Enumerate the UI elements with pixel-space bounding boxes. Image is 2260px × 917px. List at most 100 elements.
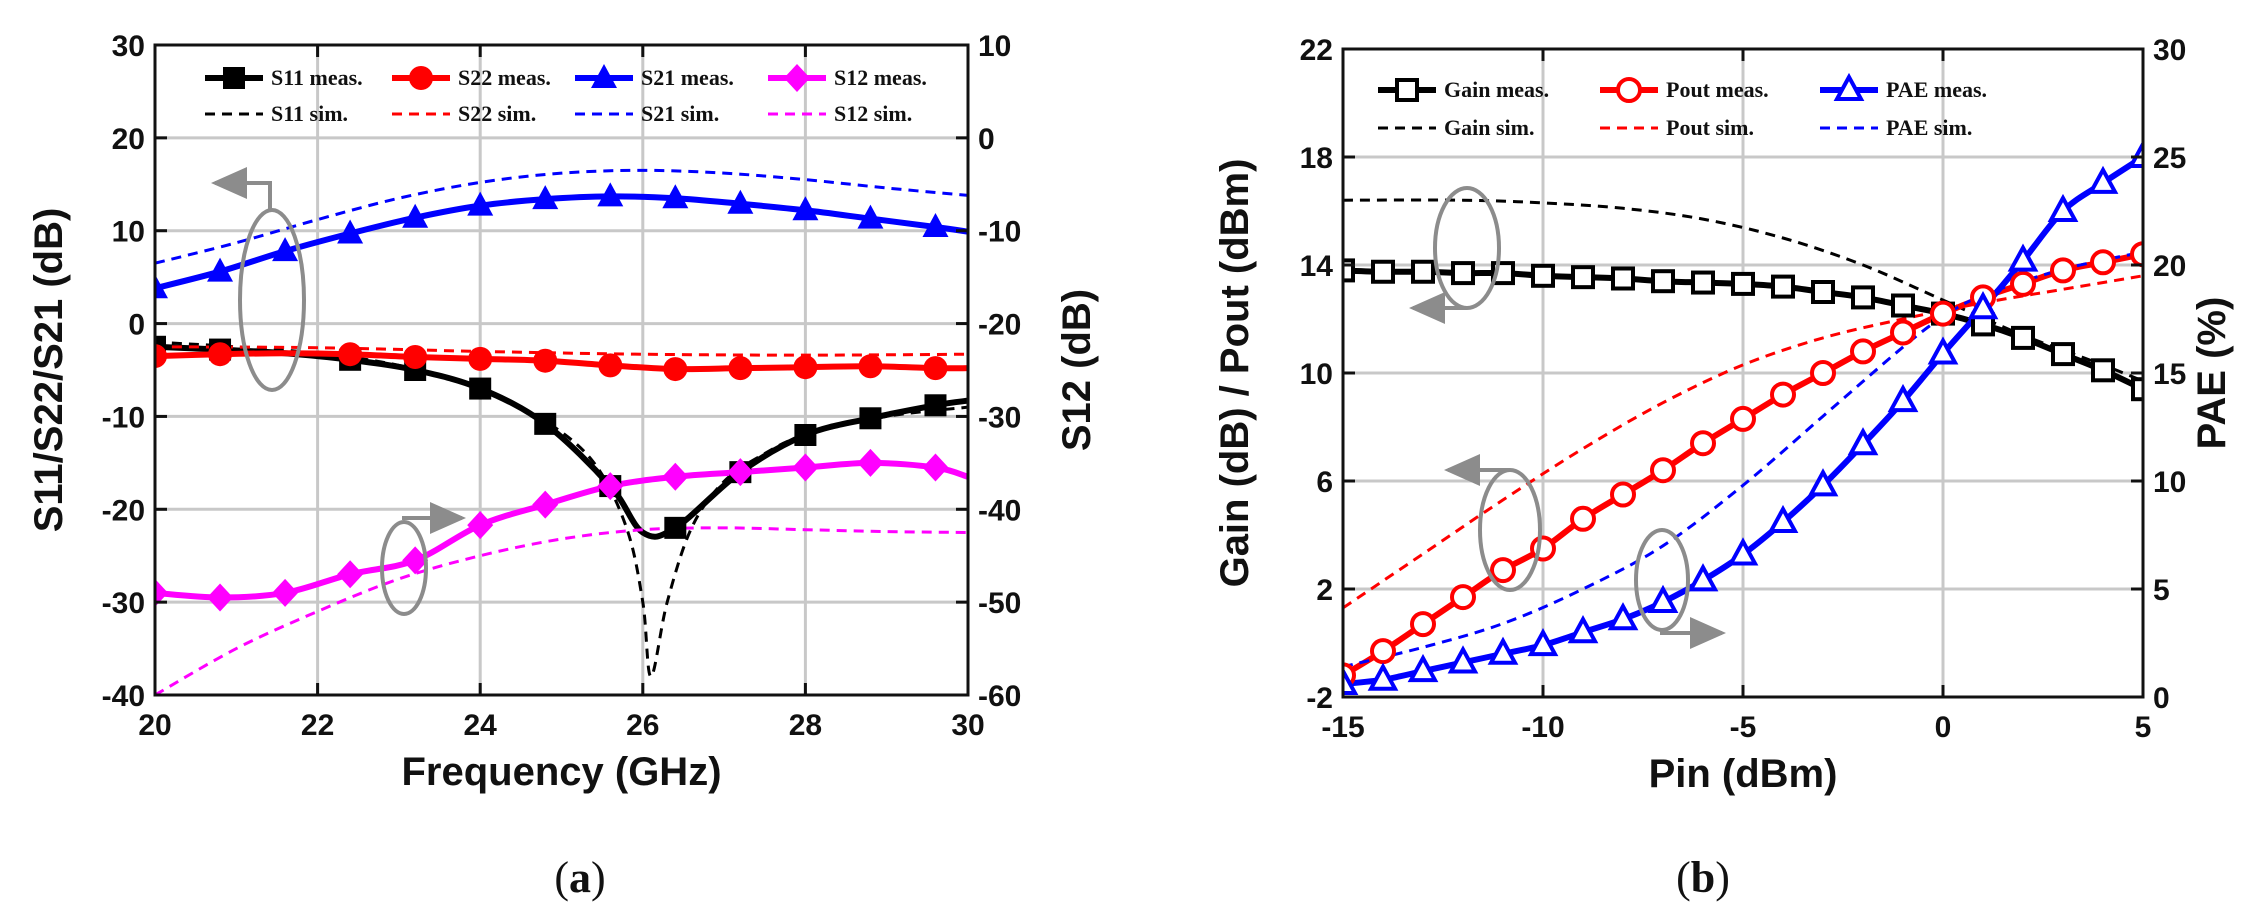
chart-a-series-s12-meas-point — [402, 546, 429, 575]
chart-b-series-pae-meas-point — [1607, 602, 1639, 631]
chart-a-x-tick-label: 22 — [301, 709, 334, 742]
chart-a-y2-tick-label: -60 — [978, 680, 1021, 713]
pae-right-arrow — [1660, 617, 1726, 649]
chart-a-series-s22-meas-point — [208, 342, 233, 367]
chart-a-series-s12-meas-point — [662, 462, 689, 491]
chart-b-series-gain-meas-point — [1411, 259, 1435, 284]
chart-a-series-s11-meas-point — [859, 407, 882, 430]
chart-b-legend-pae-sim-label: PAE sim. — [1886, 115, 1972, 140]
chart-b-series-pae-meas-point — [1687, 563, 1719, 592]
chart-a-plot-area — [155, 168, 968, 695]
chart-b-series-pae-meas-point — [1767, 504, 1799, 534]
chart-b-series-gain-meas-point — [2051, 342, 2075, 367]
chart-b-series-pae-meas-point — [1927, 336, 1959, 365]
chart-b-y-tick-label: 10 — [1300, 358, 1333, 391]
chart-b-series-pae-meas-point — [1367, 662, 1399, 691]
chart-b-series-pout-meas-point — [1570, 505, 1596, 532]
chart-b-series-pae-meas-point — [1887, 383, 1919, 413]
chart-b-series-pae-meas-point — [1807, 468, 1839, 497]
annotation-arrows — [211, 167, 1726, 649]
chart-b-series-pout-meas-point — [1690, 430, 1716, 457]
chart-a-series-s22-meas-line — [155, 350, 968, 373]
chart-a-series-s21-meas-point — [922, 213, 949, 237]
chart-b-y-tick-label: -2 — [1306, 682, 1333, 715]
chart-b-legend-pae-meas-label: PAE meas. — [1886, 77, 1987, 102]
chart-b-series-pout-meas-point — [1650, 457, 1676, 484]
chart-b-series-gain-meas-point — [1731, 271, 1755, 296]
chart-b-series-pout-meas-point — [2130, 241, 2143, 268]
chart-a-y-tick-label: 30 — [112, 30, 145, 63]
chart-b-series-gain-meas-point — [1811, 280, 1835, 304]
chart-b-legend-gain-sim-label: Gain sim. — [1444, 115, 1534, 140]
chart-a-legend-s22-sim-label: S22 sim. — [458, 101, 536, 126]
chart-b-x-tick-label: 5 — [2135, 711, 2152, 744]
chart-a-series-s22-meas-point — [533, 348, 558, 373]
chart-b-series-pout-meas-point — [1770, 381, 1796, 408]
chart-b-series-pout-meas-point — [1410, 611, 1436, 638]
chart-a-series-s22-meas-point — [403, 345, 428, 369]
chart-b-series-pout-meas-point — [1370, 638, 1396, 665]
chart-b-series-pae-meas-point — [1967, 291, 1999, 320]
chart-a-series-s11-meas-point — [924, 394, 947, 417]
chart-b-series-pout-sim-line — [1343, 274, 2143, 610]
chart-b-series-pout-meas-point — [2010, 270, 2036, 297]
chart-b-series-pout-meas-point — [1610, 481, 1636, 508]
chart-b-series-gain-meas-point — [1691, 270, 1715, 295]
chart-a-y-tick-label: 0 — [128, 309, 145, 342]
chart-b-series-pout-meas-point — [2050, 257, 2076, 284]
chart-a-x-tick-label: 24 — [464, 709, 498, 742]
chart-a-series-s11-meas-point — [664, 516, 687, 539]
chart-a-legend-s21-meas-label: S21 meas. — [641, 65, 734, 90]
chart-a-y-tick-label: -20 — [102, 494, 145, 527]
chart-b-series-pout-meas-point — [1450, 584, 1476, 611]
chart-b-series-pae-sim-line — [1343, 250, 2143, 669]
chart-b-series-gain-meas-point — [1371, 259, 1395, 284]
chart-a-series-s22-meas-point — [728, 356, 753, 381]
chart-a-x-tick-label: 30 — [951, 709, 984, 742]
chart-a-y-tick-label: -30 — [102, 587, 145, 620]
chart-a-series-s22-meas-point — [598, 353, 623, 378]
chart-b-series-pout-meas-point — [2090, 249, 2116, 276]
caption-a: (a) — [554, 853, 605, 902]
chart-b-y-tick-label: 18 — [1300, 142, 1333, 175]
chart-a-legend-s12-meas-label: S12 meas. — [834, 65, 927, 90]
chart-b-grid — [1343, 49, 2143, 697]
chart-b-series-pae-meas-point — [1727, 537, 1759, 566]
chart-b-series-pae-meas-point — [2127, 139, 2143, 168]
chart-a-legend: S11 meas. S22 meas. S21 meas. S12 meas. S11 … — [205, 64, 927, 126]
chart-a-series-s21-meas-point — [662, 184, 689, 209]
chart-a-y-tick-label: -10 — [102, 401, 145, 434]
chart-a-legend-s11-meas-label: S11 meas. — [271, 65, 363, 90]
chart-a-x-tick-label: 26 — [626, 709, 659, 742]
chart-a-series-s22-meas-point — [155, 344, 167, 369]
chart-a-grid — [155, 45, 968, 695]
chart-a-series-s21-meas-point — [857, 204, 884, 229]
chart-b-legend-pae-meas-marker — [1833, 72, 1865, 101]
chart-b-x-tick-label: -10 — [1521, 711, 1564, 744]
chart-b-y2-tick-label: 0 — [2153, 682, 2170, 715]
chart-b-series-pout-meas-point — [1730, 405, 1756, 432]
chart-b-series-gain-meas-point — [1451, 261, 1475, 286]
chart-a-legend-s22-meas-label: S22 meas. — [458, 65, 551, 90]
s12-ellipse — [380, 520, 428, 616]
chart-a-y-tick-label: 20 — [112, 123, 145, 156]
chart-a-legend-s12-sim-label: S12 sim. — [834, 101, 912, 126]
chart-a-series-s12-meas-point — [727, 458, 754, 487]
chart-b-legend-gain-meas-marker — [1395, 78, 1419, 102]
chart-a-plot-frame — [153, 43, 970, 697]
chart-b-series-gain-meas-point — [2011, 325, 2035, 350]
chart-a-series-s21-meas-point — [155, 274, 168, 299]
chart-a-legend-s11-sim-label: S11 sim. — [271, 101, 348, 126]
chart-b-series-pae-meas-point — [1487, 636, 1519, 665]
chart-b-series-pae-meas-point — [2007, 243, 2039, 272]
chart-b-series-pae-meas-point — [1567, 615, 1599, 644]
chart-a-y-tick-label: -40 — [102, 680, 145, 713]
chart-a-x-tick-label: 28 — [789, 709, 822, 742]
chart-a-series-s12-meas-point — [857, 448, 884, 477]
chart-b-series-pout-meas-point — [1930, 300, 1956, 327]
chart-b-y2-tick-label: 15 — [2153, 358, 2186, 391]
caption-b: (b) — [1676, 853, 1730, 902]
chart-a-series-s21-meas-point — [207, 257, 234, 282]
